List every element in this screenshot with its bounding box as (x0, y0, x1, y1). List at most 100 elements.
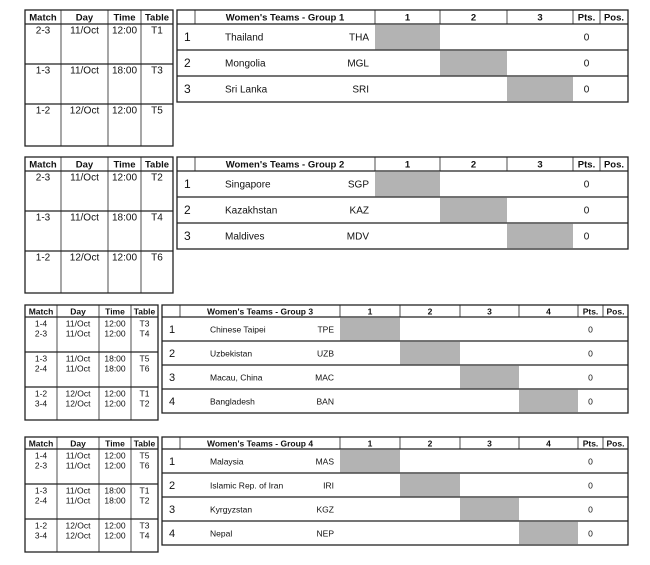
schedule-cell: 12:00 (104, 530, 126, 540)
schedule-cell: 12:00 (112, 253, 137, 264)
schedule-cell: 3-4 (35, 398, 48, 408)
schedule-header: Time (113, 13, 135, 24)
standings-header: 2 (471, 160, 476, 171)
schedule-cell: 12:00 (104, 520, 126, 530)
schedule-cell: T3 (151, 66, 163, 77)
schedule-cell: T2 (140, 495, 150, 505)
schedule-header: Day (76, 160, 94, 171)
schedule-cell: 11/Oct (66, 353, 91, 363)
points: 0 (584, 206, 590, 217)
diagonal-cell (400, 341, 460, 365)
points: 0 (588, 480, 593, 490)
schedule-cell: 18:00 (104, 363, 126, 373)
team-number: 3 (184, 229, 191, 243)
team-number: 1 (184, 177, 191, 191)
schedule-cell: 18:00 (104, 353, 126, 363)
standings-header: 3 (487, 438, 492, 448)
schedule-cell: T2 (151, 173, 163, 184)
team-number: 4 (169, 396, 175, 408)
schedule-cell: 11/Oct (66, 328, 91, 338)
team-number: 1 (169, 324, 175, 336)
schedule-cell: 11/Oct (70, 26, 99, 37)
schedule-cell: 11/Oct (70, 66, 99, 77)
team-name: Uzbekistan (210, 348, 252, 358)
points: 0 (588, 528, 593, 538)
standings-header: Pts. (583, 306, 599, 316)
diagonal-cell (507, 76, 573, 102)
schedule-cell: T1 (140, 388, 150, 398)
diagonal-cell (440, 197, 507, 223)
team-code: MAC (315, 372, 334, 382)
schedule-cell: 11/Oct (66, 460, 91, 470)
diagonal-cell (507, 223, 573, 249)
points: 0 (588, 504, 593, 514)
schedule-cell: 12:00 (104, 398, 126, 408)
team-number: 3 (169, 504, 175, 516)
team-name: Singapore (225, 180, 271, 191)
schedule-cell: T5 (140, 353, 150, 363)
diagonal-cell (460, 365, 519, 389)
team-code: TPE (317, 324, 334, 334)
schedule-cell: T5 (140, 450, 150, 460)
schedule-cell: 12:00 (104, 388, 126, 398)
schedule-cell: 1-3 (36, 66, 51, 77)
points: 0 (584, 85, 590, 96)
diagonal-cell (400, 473, 460, 497)
team-code: SGP (348, 180, 369, 191)
schedule-header: Table (145, 13, 169, 24)
schedule-cell: T4 (151, 213, 163, 224)
schedule-cell: 12/Oct (70, 253, 100, 264)
team-number: 2 (169, 348, 175, 360)
team-name: Kyrgyzstan (210, 504, 252, 514)
team-number: 1 (184, 30, 191, 44)
team-code: IRI (323, 480, 334, 490)
points: 0 (584, 59, 590, 70)
schedule-cell: T1 (151, 26, 163, 37)
schedule-cell: 12/Oct (65, 398, 91, 408)
schedule-cell: T4 (140, 328, 150, 338)
schedule-cell: 2-3 (36, 26, 51, 37)
schedule-cell: 12/Oct (65, 530, 91, 540)
standings-header: Pos. (604, 160, 624, 171)
schedule-cell: 1-3 (35, 353, 48, 363)
team-number: 4 (169, 528, 175, 540)
points: 0 (588, 396, 593, 406)
standings-header: 2 (428, 306, 433, 316)
schedule-header: Day (70, 438, 86, 448)
standings-header: Women's Teams - Group 2 (226, 160, 345, 171)
standings-header: 1 (405, 13, 411, 24)
standings-header: Pos. (604, 13, 624, 24)
standings-header: 3 (537, 160, 542, 171)
schedule-border (24, 9, 174, 147)
team-number: 2 (184, 56, 191, 70)
schedule-cell: 12:00 (104, 460, 126, 470)
schedule-cell: 1-2 (35, 388, 48, 398)
schedule-cell: 2-3 (36, 173, 51, 184)
schedule-cell: T6 (140, 363, 150, 373)
team-name: Malaysia (210, 456, 244, 466)
standings-header: 4 (546, 306, 551, 316)
schedule-cell: 18:00 (104, 485, 126, 495)
schedule-cell: 12:00 (104, 450, 126, 460)
schedule-cell: 3-4 (35, 530, 48, 540)
standings-header: 3 (537, 13, 542, 24)
points: 0 (588, 372, 593, 382)
schedule-cell: 1-2 (35, 520, 48, 530)
team-code: MAS (316, 456, 335, 466)
standings-header: 1 (405, 160, 411, 171)
team-name: Kazakhstan (225, 206, 277, 217)
schedule-header: Table (134, 306, 156, 316)
standings-header: Pts. (578, 13, 595, 24)
team-code: KAZ (350, 206, 369, 217)
schedule-cell: 18:00 (112, 66, 137, 77)
schedule-cell: T3 (140, 520, 150, 530)
schedule-cell: T3 (140, 318, 150, 328)
standings-header: Women's Teams - Group 3 (207, 306, 313, 316)
standings-header: Women's Teams - Group 4 (207, 438, 313, 448)
schedule-cell: 2-3 (35, 328, 48, 338)
team-name: Islamic Rep. of Iran (210, 480, 283, 490)
diagonal-cell (375, 24, 440, 50)
team-name: Nepal (210, 528, 232, 538)
